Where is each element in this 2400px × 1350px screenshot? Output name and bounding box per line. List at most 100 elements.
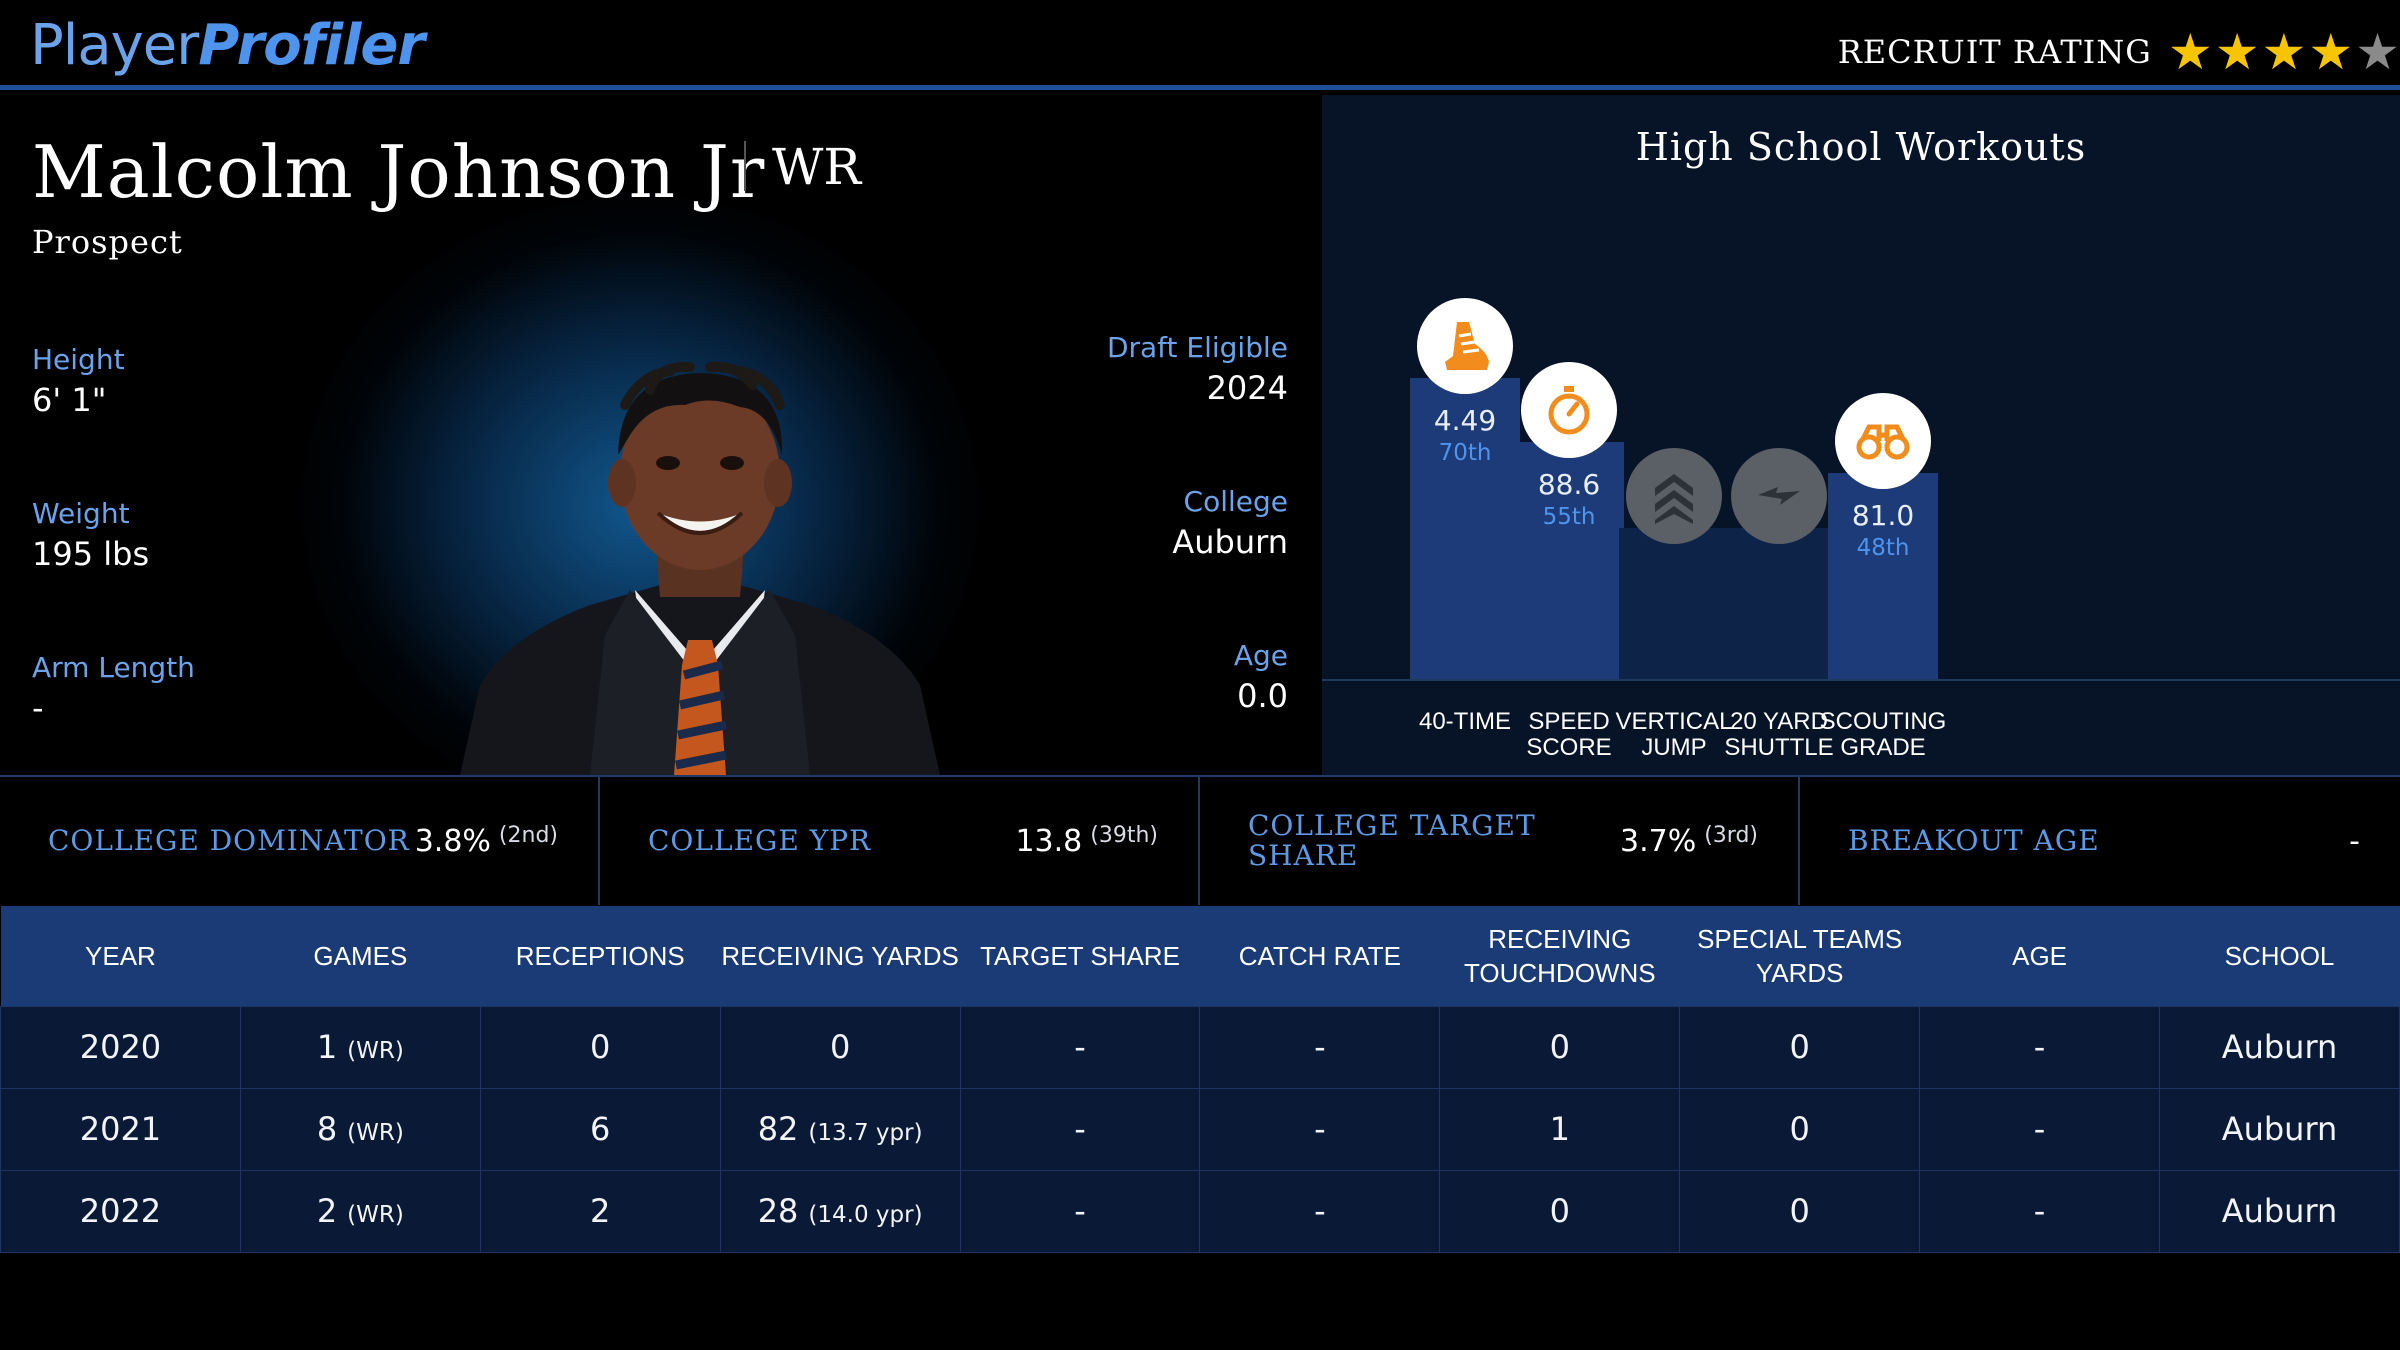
college-value: Auburn [1172,523,1288,561]
table-body: 2020 1 (WR) 0 0- -0 0- Auburn 2021 8 (WR) 6 82 (13.7 … [0,1005,2400,1253]
logo-text-player: Player [30,13,199,78]
bar-label-line1: SCOUTING [1819,708,1947,735]
cell-receiving-touchdowns: 0 [1439,1005,1681,1089]
metric-value: 3.8% [414,823,491,859]
cell-value: 0 [1789,1110,1810,1148]
cell-subtext: (13.7 ypr) [808,1120,923,1146]
cell-target-share: - [959,1169,1201,1253]
logo-text-profiler: Profiler [198,13,425,78]
cell-receiving-yards: 28 (14.0 ypr) [719,1169,961,1253]
column-header-catch-rate[interactable]: CATCH RATE [1199,906,1440,1006]
top-bar: PlayerProfiler RECRUIT RATING ★★★★★ [0,0,2400,90]
cell-value: 2021 [79,1110,162,1148]
bar-percentile-40-time: 70th [1438,440,1492,466]
player-info-panel: Malcolm Johnson Jr WR Prospect Height 6'… [0,95,1320,775]
cell-special-teams-yards: 0 [1679,1005,1921,1089]
college-metrics-row: COLLEGE DOMINATOR 3.8% (2nd) COLLEGE YPR … [0,775,2400,905]
table-row: 2021 8 (WR) 6 82 (13.7 ypr) - - 1 0 - Auburn [0,1087,2400,1171]
cell-target-share: - [959,1087,1201,1171]
star-filled-icon: ★ [2167,23,2213,81]
binoculars-icon [1835,393,1931,489]
column-header-school[interactable]: SCHOOL [2159,906,2400,1006]
cell-catch-rate: - [1199,1169,1441,1253]
bar-value-speed-score: 88.6 [1537,468,1601,501]
column-header-year[interactable]: YEAR [0,906,241,1006]
cell-value: - [1314,1110,1326,1148]
height-label: Height [32,343,125,376]
draft-eligible-value: 2024 [1206,369,1288,407]
metric-college-ypr: COLLEGE YPR 13.8 (39th) [600,777,1200,905]
cell-value: 6 [590,1110,611,1148]
bar-percentile-speed-score: 55th [1542,504,1596,530]
bar-scouting-grade [1828,473,1938,679]
cell-special-teams-yards: 0 [1679,1169,1921,1253]
cell-games: 8 (WR) [239,1087,481,1171]
cell-receptions: 0 [479,1005,721,1089]
weight-value: 195 lbs [32,535,150,573]
arm-length-value: - [32,689,44,727]
bar-label-line1: 40-TIME [1418,708,1511,735]
player-profiler-logo[interactable]: PlayerProfiler [30,13,425,78]
metric-breakout-age: BREAKOUT AGE - [1800,777,2400,905]
bar-40-time [1410,378,1520,679]
cell-value: 1 [1549,1110,1570,1148]
cell-value: - [1074,1110,1086,1148]
metric-value: - [2349,823,2360,859]
bar-label-speed-score: SPEED SCORE [1489,709,1649,761]
table-header-row: YEAR GAMES RECEPTIONS RECEIVING YARDS TARGET… [0,906,2400,1006]
age-value: 0.0 [1237,677,1288,715]
cell-value: - [2033,1192,2046,1230]
bar-label-line2: GRADE [1840,734,1926,761]
stopwatch-icon [1521,362,1617,458]
lightning-icon [1731,448,1827,544]
cell-value: 0 [1789,1192,1810,1230]
cell-value: 0 [829,1028,851,1066]
cell-value: 2020 [79,1028,162,1066]
column-header-games[interactable]: GAMES [240,906,481,1006]
cell-target-share: - [959,1005,1201,1089]
name-divider [744,141,746,191]
cell-value: 2022 [79,1192,162,1230]
cell-value: 8 [316,1110,338,1148]
cell-value: - [1074,1028,1086,1066]
bar-label-line1: VERTICAL [1615,708,1733,735]
bar-label-line2: SCORE [1526,734,1612,761]
cell-receiving-yards: 0 [719,1005,961,1089]
height-value: 6' 1" [32,381,107,419]
cell-value: 0 [1549,1192,1570,1230]
cell-year: 2021 [0,1087,241,1171]
column-header-special-teams-yards[interactable]: SPECIAL TEAMS YARDS [1679,906,1920,1006]
metric-value: 13.8 [1015,823,1083,859]
cell-subtext: (WR) [347,1038,404,1064]
cell-value: 82 [757,1110,799,1148]
cell-value: 2 [590,1192,611,1230]
cell-games: 2 (WR) [239,1169,481,1253]
metric-value-wrap: 3.7% (3rd) [1620,777,1758,905]
cell-value: - [1074,1192,1086,1230]
recruit-rating-label: RECRUIT RATING [1837,33,2152,71]
player-position: WR [772,138,862,196]
column-header-target-share[interactable]: TARGET SHARE [960,906,1200,1006]
bar-label-20-yard-shuttle: 20 YARD SHUTTLE [1699,709,1859,761]
bar-value-40-time: 4.49 [1433,404,1497,437]
metric-rank: (2nd) [498,822,558,848]
column-header-age[interactable]: AGE [1919,906,2160,1006]
cell-value: 0 [1549,1028,1570,1066]
cell-catch-rate: - [1199,1005,1441,1089]
bar-label-vertical-jump: VERTICAL JUMP [1594,709,1754,761]
column-header-receiving-touchdowns[interactable]: RECEIVING TOUCHDOWNS [1439,906,1680,1006]
cell-receptions: 6 [479,1087,721,1171]
cell-age: - [1919,1087,2161,1171]
metric-value-wrap: - [2349,777,2360,905]
workouts-title: High School Workouts [1635,125,2087,169]
star-filled-icon: ★ [2214,23,2260,81]
player-photo [460,361,940,775]
college-stats-table: YEAR GAMES RECEPTIONS RECEIVING YARDS TARGET… [0,906,2400,1253]
column-header-receiving-yards[interactable]: RECEIVING YARDS [720,906,961,1006]
column-header-receptions[interactable]: RECEPTIONS [480,906,721,1006]
cell-value: Auburn [2221,1110,2338,1148]
cell-value: - [1314,1192,1326,1230]
chart-baseline [1322,679,2400,681]
metric-college-target-share: COLLEGE TARGET SHARE 3.7% (3rd) [1200,777,1800,905]
metric-value-wrap: 13.8 (39th) [1015,777,1158,905]
